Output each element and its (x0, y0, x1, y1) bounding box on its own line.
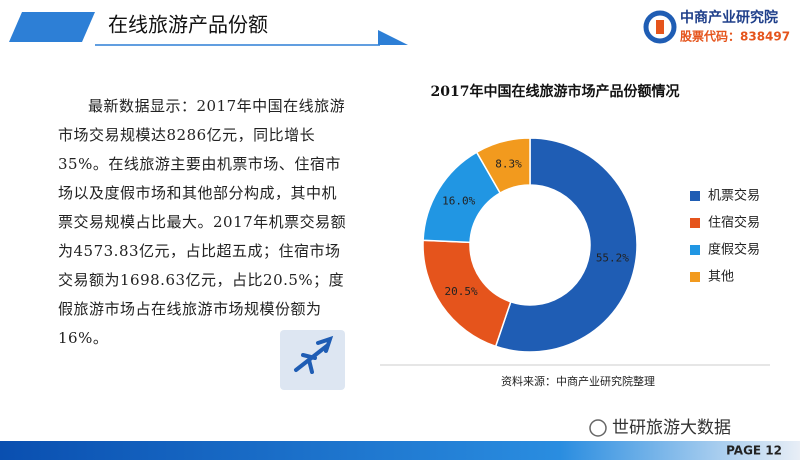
data-label: 20.5% (445, 285, 478, 298)
logo-icon (643, 10, 677, 44)
legend-label: 其他 (708, 270, 734, 285)
footer-bar (0, 441, 800, 460)
legend-label: 机票交易 (708, 188, 760, 204)
legend-swatch (690, 191, 700, 201)
header-shape (9, 12, 95, 42)
legend-label: 住宿交易 (708, 215, 760, 231)
data-label: 55.2% (596, 252, 629, 265)
header-title: 在线旅游产品份额 (108, 13, 268, 37)
watermark: 世研旅游大数据 (612, 418, 731, 438)
data-label: 16.0% (442, 195, 475, 208)
logo-code: 股票代码：838497 (680, 29, 790, 44)
legend-swatch (690, 218, 700, 228)
legend-swatch (690, 245, 700, 255)
wechat-icon (589, 419, 607, 437)
header-shape (378, 30, 408, 45)
page-number: PAGE 12 (726, 444, 782, 458)
plane-icon (294, 335, 334, 374)
donut-segment (494, 137, 638, 353)
legend-swatch (690, 272, 700, 282)
data-label: 8.3% (495, 157, 522, 170)
logo-name: 中商产业研究院 (680, 9, 778, 26)
legend-label: 度假交易 (708, 242, 760, 258)
chart-title: 2017年中国在线旅游市场产品份额情况 (431, 83, 680, 100)
logo-icon (656, 20, 664, 34)
donut-segment (475, 137, 531, 194)
body-text: 最新数据显示：2017年中国在线旅游市场交易规模达8286亿元，同比增长35%。… (58, 97, 347, 347)
source: 资料来源：中商产业研究院整理 (501, 374, 655, 388)
